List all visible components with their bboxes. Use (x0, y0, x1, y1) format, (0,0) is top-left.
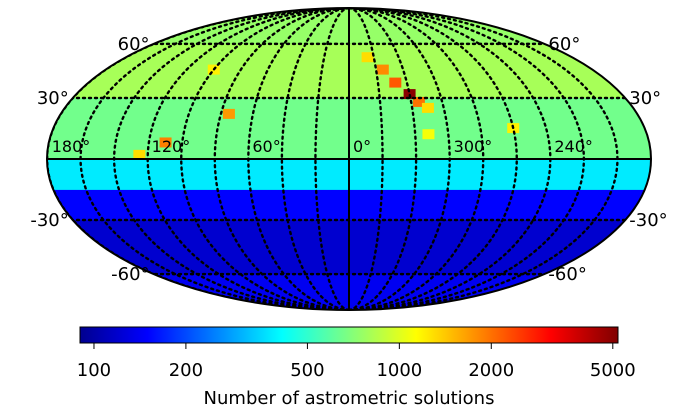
colorbar-tick-label: 2000 (468, 360, 514, 381)
colorbar-tick-label: 500 (290, 360, 324, 381)
map-axes (47, 8, 651, 310)
latitude-label-left: 60° (118, 34, 150, 55)
density-hotspot (412, 96, 425, 107)
latitude-label-left: 30° (37, 88, 69, 109)
density-hotspot (361, 52, 374, 63)
colorbar-tick-label: 5000 (590, 360, 636, 381)
longitude-labels: 180° 120° 60° 0° 300° 240° (52, 137, 593, 156)
longitude-label: 60° (252, 137, 280, 156)
meridian-line (314, 8, 351, 310)
colorbar-tick-label: 1000 (376, 360, 422, 381)
density-hotspot (376, 64, 389, 75)
latitude-label-right: 30° (629, 88, 661, 109)
colorbar-label: Number of astrometric solutions (204, 388, 495, 409)
density-hotspot (159, 137, 172, 148)
latitude-label-right: 60° (548, 34, 580, 55)
colorbar-gradient (79, 326, 619, 344)
colorbar: 100 200 500 1000 2000 5000 Number of astromet… (77, 326, 636, 409)
colorbar-ticks: 100 200 500 1000 2000 5000 (77, 343, 636, 381)
meridian-line (347, 8, 418, 310)
longitude-label: 300° (454, 137, 493, 156)
latitude-labels: 60° 60° 30° 30° -30° -30° -60° -60° (30, 34, 667, 285)
density-hotspot (422, 129, 435, 140)
longitude-label: 0° (353, 137, 371, 156)
density-hotspot (222, 108, 235, 119)
latitude-label-right: -60° (548, 264, 586, 285)
density-hotspot (133, 149, 146, 160)
longitude-label: 180° (52, 137, 91, 156)
colorbar-tick-label: 100 (77, 360, 111, 381)
longitude-label: 240° (554, 137, 593, 156)
density-hotspot (389, 77, 402, 88)
longitude-label: 120° (152, 137, 191, 156)
map-outline (46, 7, 652, 311)
latitude-label-right: -30° (629, 210, 667, 231)
latitude-label-left: -30° (30, 210, 68, 231)
colorbar-tick-label: 200 (169, 360, 203, 381)
density-hotspot (421, 102, 434, 113)
latitude-label-left: -60° (111, 264, 149, 285)
